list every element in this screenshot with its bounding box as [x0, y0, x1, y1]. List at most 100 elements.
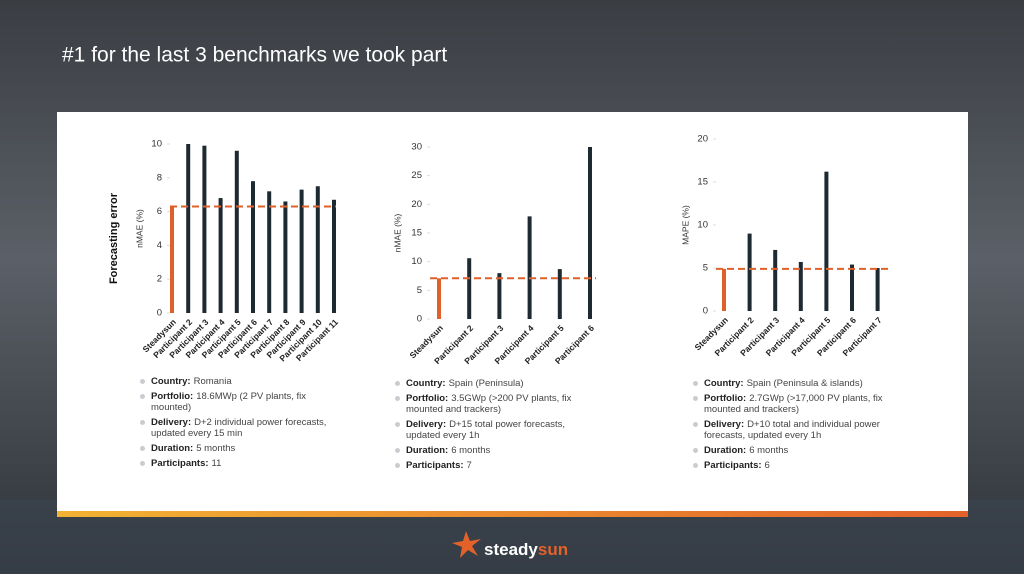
detail-item: Participants: 11 [140, 458, 330, 469]
accent-strip [57, 511, 968, 517]
bar [773, 249, 778, 311]
bar [875, 268, 880, 311]
y-axis-label: MAPE (%) [680, 205, 690, 245]
y-axis-label: nMAE (%) [134, 209, 144, 248]
detail-item: Delivery: D+10 total and individual power… [693, 419, 883, 441]
bar [283, 201, 288, 313]
detail-text: 6 months [749, 445, 789, 456]
benchmark-details: Country: Romania Portfolio: 18.6MWp (2 PV p… [140, 376, 330, 473]
detail-label: Duration: [704, 445, 747, 456]
detail-text: Romania [193, 376, 232, 387]
detail-text: D+10 total and individual power forecast… [704, 419, 880, 441]
bar [170, 206, 174, 313]
y-tick-label: 0 [417, 314, 422, 325]
detail-item: Portfolio: 3.5GWp (>200 PV plants, fix mo… [395, 393, 585, 415]
y-tick-label: 30 [411, 142, 422, 153]
detail-item: Duration: 6 months [395, 445, 585, 456]
detail-label: Portfolio: [151, 391, 194, 402]
detail-label: Country: [704, 378, 744, 389]
detail-item: Country: Spain (Peninsula) [395, 378, 585, 389]
bar [267, 191, 272, 313]
detail-text: 3.5GWp (>200 PV plants, fix mounted and … [406, 393, 572, 415]
bar [850, 264, 854, 311]
y-tick-label: 20 [411, 199, 422, 210]
y-tick-label: 25 [411, 170, 422, 181]
y-tick-label: 0 [703, 306, 708, 317]
detail-label: Portfolio: [704, 393, 747, 404]
detail-item: Portfolio: 2.7GWp (>17,000 PV plants, fix… [693, 393, 883, 415]
detail-label: Portfolio: [406, 393, 449, 404]
bar [315, 186, 320, 313]
bar [332, 199, 336, 313]
bar [202, 145, 207, 313]
bar [186, 144, 191, 313]
y-tick-label: 20 [697, 134, 708, 145]
detail-text: 5 months [196, 443, 236, 454]
detail-label: Participants: [704, 460, 762, 471]
y-tick-label: 8 [157, 172, 162, 183]
y-group-label: Forecasting error [108, 192, 120, 284]
y-tick-label: 6 [157, 206, 162, 217]
y-tick-label: 5 [417, 285, 422, 296]
detail-label: Delivery: [704, 419, 745, 430]
detail-label: Delivery: [406, 419, 447, 430]
detail-label: Country: [151, 376, 191, 387]
logo-text: steadysun [484, 540, 568, 559]
detail-text: D+2 individual power forecasts, updated … [151, 417, 327, 439]
logo-icon [452, 531, 481, 558]
bar [218, 198, 223, 313]
detail-text: 6 [764, 460, 770, 471]
detail-label: Country: [406, 378, 446, 389]
y-tick-label: 4 [157, 240, 162, 251]
detail-text: Spain (Peninsula & islands) [746, 378, 863, 389]
bar [299, 189, 304, 313]
detail-text: D+15 total power forecasts, updated ever… [406, 419, 566, 441]
detail-text: 2.7GWp (>17,000 PV plants, fix mounted a… [704, 393, 883, 415]
detail-text: 7 [466, 460, 472, 471]
bar [747, 233, 752, 311]
bar [557, 269, 562, 319]
detail-label: Delivery: [151, 417, 192, 428]
detail-label: Participants: [406, 460, 464, 471]
detail-item: Delivery: D+2 individual power forecasts,… [140, 417, 330, 439]
y-tick-label: 10 [151, 139, 162, 150]
detail-text: 6 months [451, 445, 491, 456]
detail-label: Participants: [151, 458, 209, 469]
detail-item: Country: Spain (Peninsula & islands) [693, 378, 883, 389]
logo-part: steady [484, 540, 538, 559]
detail-item: Delivery: D+15 total power forecasts, upd… [395, 419, 585, 441]
y-tick-label: 2 [157, 274, 162, 285]
bar [588, 147, 592, 319]
y-tick-label: 5 [703, 263, 708, 274]
detail-text: 11 [211, 458, 222, 469]
bar [527, 216, 532, 319]
y-tick-label: 15 [697, 177, 708, 188]
y-tick-label: 15 [411, 228, 422, 239]
detail-item: Portfolio: 18.6MWp (2 PV plants, fix moun… [140, 391, 330, 413]
bar [824, 171, 829, 311]
detail-label: Duration: [151, 443, 194, 454]
y-axis-label: nMAE (%) [392, 213, 402, 252]
y-tick-label: 0 [157, 308, 162, 319]
benchmark-details: Country: Spain (Peninsula) Portfolio: 3.5GW… [395, 378, 585, 475]
y-tick-label: 10 [697, 220, 708, 231]
benchmark-details: Country: Spain (Peninsula & islands) Portf… [693, 378, 883, 475]
bar [722, 268, 726, 311]
bar [497, 273, 502, 319]
y-tick-label: 10 [411, 256, 422, 267]
slide-title: #1 for the last 3 benchmarks we took par… [62, 44, 447, 67]
bar [251, 181, 255, 313]
bar [234, 150, 239, 313]
detail-item: Participants: 6 [693, 460, 883, 471]
detail-text: Spain (Peninsula) [448, 378, 524, 389]
detail-label: Duration: [406, 445, 449, 456]
detail-text: 18.6MWp (2 PV plants, fix mounted) [151, 391, 307, 413]
detail-item: Participants: 7 [395, 460, 585, 471]
bar [467, 258, 472, 319]
detail-item: Duration: 5 months [140, 443, 330, 454]
detail-item: Country: Romania [140, 376, 330, 387]
detail-item: Duration: 6 months [693, 445, 883, 456]
bar [798, 261, 803, 311]
